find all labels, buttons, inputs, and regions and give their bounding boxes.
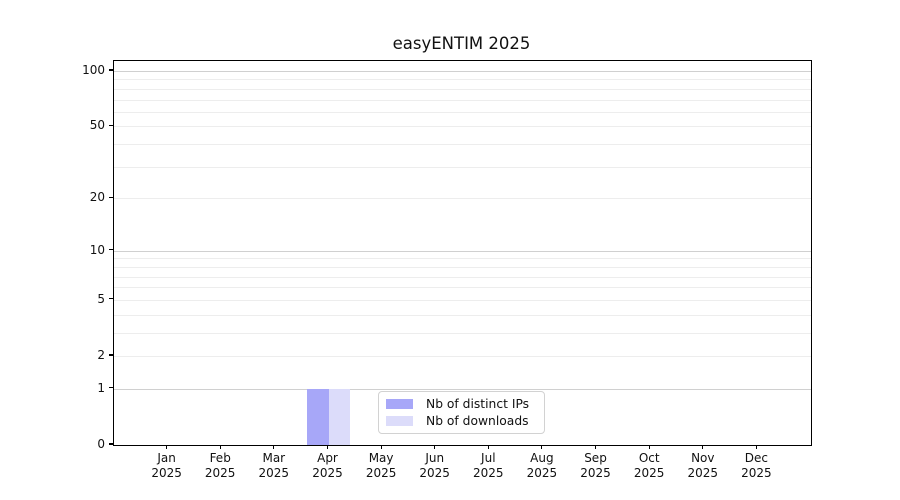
month-label: Mar bbox=[262, 451, 286, 465]
x-tick-mark bbox=[380, 445, 382, 449]
month-label: Aug bbox=[530, 451, 554, 465]
x-tick-label: Aug 2025 bbox=[510, 451, 574, 481]
month-label: Jun bbox=[425, 451, 445, 465]
legend-label: Nb of distinct IPs bbox=[426, 397, 530, 412]
year-label: 2025 bbox=[312, 466, 343, 480]
x-tick-label: Mar 2025 bbox=[242, 451, 306, 481]
month-label: Jul bbox=[481, 451, 496, 465]
y-tick-label: 0 bbox=[97, 437, 105, 451]
month-label: Jan bbox=[157, 451, 176, 465]
x-tick-label: Oct 2025 bbox=[617, 451, 681, 481]
year-label: 2025 bbox=[687, 466, 719, 480]
chart-title: easyENTIM 2025 bbox=[392, 34, 531, 53]
x-tick-label: Feb 2025 bbox=[188, 451, 252, 481]
x-tick-mark bbox=[594, 445, 597, 449]
x-tick-mark bbox=[326, 445, 329, 449]
year-label: 2025 bbox=[741, 466, 772, 480]
x-tick-label: Nov 2025 bbox=[671, 451, 735, 481]
minor-gridline bbox=[114, 266, 811, 268]
major-gridline bbox=[114, 388, 811, 390]
y-tick-label: 50 bbox=[89, 118, 105, 133]
x-tick-mark bbox=[434, 445, 436, 449]
x-tick-label: Jan 2025 bbox=[135, 451, 199, 481]
bar-nb-of-distinct-ips bbox=[307, 388, 329, 445]
y-tick-label: 20 bbox=[89, 190, 105, 205]
month-label: Apr bbox=[317, 451, 338, 465]
y-tick-mark bbox=[109, 298, 113, 300]
month-label: Dec bbox=[744, 451, 768, 465]
x-tick-mark bbox=[487, 445, 489, 449]
month-label: Oct bbox=[638, 451, 660, 465]
minor-gridline bbox=[114, 126, 811, 128]
y-tick-mark bbox=[109, 69, 113, 71]
year-label: 2025 bbox=[151, 466, 182, 480]
bar-nb-of-downloads bbox=[328, 388, 350, 445]
x-tick-label: Sep 2025 bbox=[564, 451, 628, 481]
y-tick-mark bbox=[109, 387, 113, 389]
x-tick-mark bbox=[702, 445, 704, 449]
month-label: Feb bbox=[209, 451, 231, 465]
x-tick-mark bbox=[755, 445, 757, 449]
x-tick-mark bbox=[541, 445, 543, 449]
x-tick-mark bbox=[166, 445, 168, 449]
x-tick-mark bbox=[648, 445, 650, 449]
y-tick-mark bbox=[109, 196, 113, 198]
y-tick-label: 10 bbox=[89, 242, 105, 257]
y-tick-label: 1 bbox=[97, 380, 105, 395]
x-tick-label: Jul 2025 bbox=[456, 451, 520, 481]
month-label: Nov bbox=[691, 451, 715, 465]
year-label: 2025 bbox=[204, 466, 236, 480]
y-tick-label: 100 bbox=[82, 63, 105, 77]
legend-entry: Nb of distinct IPs bbox=[386, 397, 536, 411]
minor-gridline bbox=[114, 314, 811, 316]
major-gridline bbox=[114, 250, 811, 252]
month-label: May bbox=[368, 451, 394, 465]
x-tick-label: Apr 2025 bbox=[296, 451, 360, 481]
x-tick-label: Dec 2025 bbox=[724, 451, 788, 481]
year-label: 2025 bbox=[258, 466, 290, 480]
y-tick-mark bbox=[109, 124, 113, 126]
y-tick-mark bbox=[109, 354, 113, 356]
minor-gridline bbox=[114, 356, 811, 357]
y-tick-label: 5 bbox=[97, 291, 105, 306]
year-label: 2025 bbox=[580, 466, 611, 480]
x-tick-label: May 2025 bbox=[349, 451, 413, 481]
y-tick-mark bbox=[109, 443, 113, 445]
minor-gridline bbox=[114, 258, 811, 260]
minor-gridline bbox=[114, 166, 811, 168]
x-tick-label: Jun 2025 bbox=[403, 451, 467, 481]
legend-swatch bbox=[386, 415, 413, 426]
minor-gridline bbox=[114, 88, 811, 90]
year-label: 2025 bbox=[419, 466, 450, 480]
minor-gridline bbox=[114, 99, 811, 101]
y-tick-label: 2 bbox=[97, 348, 105, 362]
year-label: 2025 bbox=[473, 466, 504, 480]
x-tick-mark bbox=[219, 445, 221, 449]
plot-area bbox=[113, 60, 812, 446]
minor-gridline bbox=[114, 276, 811, 278]
minor-gridline bbox=[114, 111, 811, 113]
legend-label: Nb of downloads bbox=[426, 413, 529, 428]
x-tick-mark bbox=[273, 445, 275, 449]
y-tick-mark bbox=[109, 249, 113, 251]
legend: Nb of distinct IPs Nb of downloads bbox=[378, 391, 545, 434]
minor-gridline bbox=[114, 144, 811, 146]
year-label: 2025 bbox=[633, 466, 665, 480]
minor-gridline bbox=[114, 332, 811, 334]
major-gridline bbox=[114, 71, 811, 72]
minor-gridline bbox=[114, 299, 811, 301]
year-label: 2025 bbox=[365, 466, 397, 480]
minor-gridline bbox=[114, 287, 811, 289]
year-label: 2025 bbox=[526, 466, 558, 480]
legend-swatch bbox=[386, 399, 413, 410]
month-label: Sep bbox=[584, 451, 607, 465]
minor-gridline bbox=[114, 79, 811, 81]
legend-entry: Nb of downloads bbox=[386, 414, 536, 428]
minor-gridline bbox=[114, 198, 811, 200]
